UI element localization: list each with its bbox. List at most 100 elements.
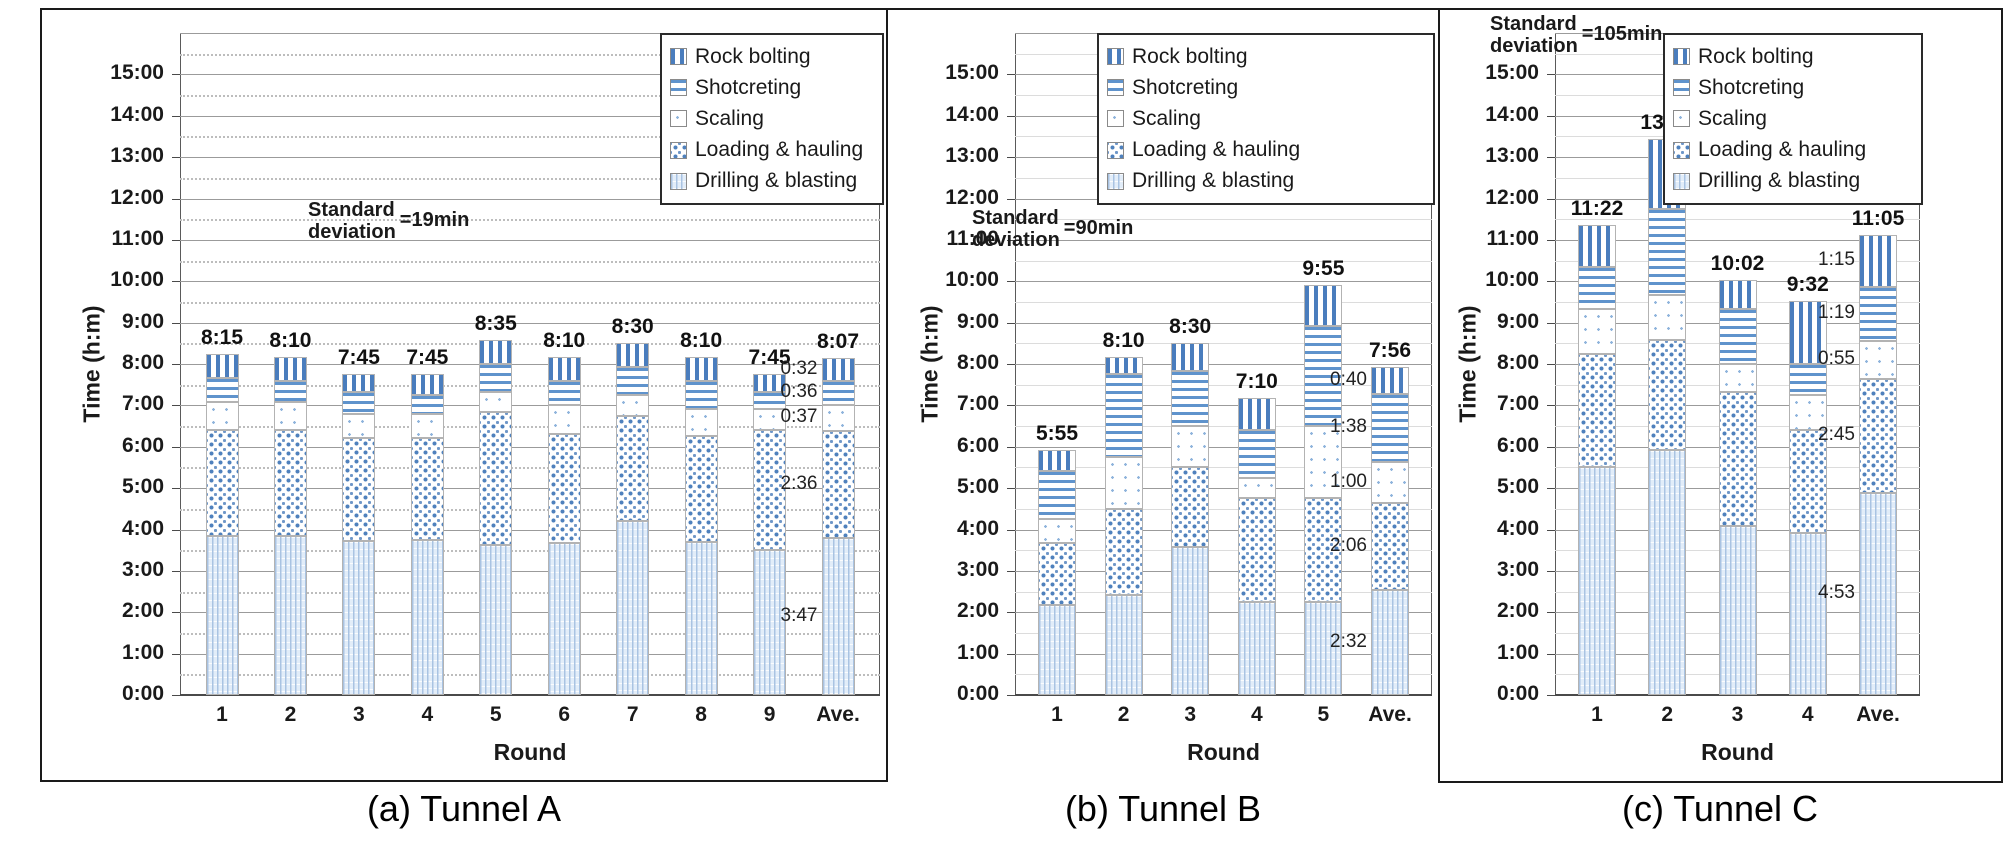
legend-item: Rock bolting xyxy=(1673,45,1913,69)
gridline-half xyxy=(180,591,880,594)
legend-item-label: Rock bolting xyxy=(695,44,811,68)
ave-segment-label: 2:36 xyxy=(780,472,818,494)
bar-segment-loading xyxy=(479,412,513,546)
y-tick-mark xyxy=(172,74,180,76)
legend-item-label: Shotcreting xyxy=(695,75,802,99)
bar-segment-loading xyxy=(616,415,650,522)
bar-total-label: 8:10 xyxy=(1102,329,1145,353)
bar-segment-loading xyxy=(684,436,718,542)
y-tick-label: 13:00 xyxy=(945,144,999,168)
y-tick-label: 11:00 xyxy=(111,226,164,250)
bar-segment-scaling xyxy=(1171,426,1210,468)
y-tick-mark xyxy=(172,446,180,448)
bar-segment-shotcrete xyxy=(1104,374,1143,458)
legend-item: Loading & hauling xyxy=(1673,138,1913,162)
gridline-hour xyxy=(180,488,880,490)
bar-segment-drilling xyxy=(1648,450,1687,695)
legend-item: Scaling xyxy=(670,107,874,131)
bar-segment-shotcrete xyxy=(1038,470,1076,520)
x-tick-label: 3 xyxy=(1184,703,1197,726)
legend-item-label: Drilling & blasting xyxy=(1132,169,1295,193)
gridline-half xyxy=(1015,301,1432,303)
bar-segment-shotcrete xyxy=(479,364,513,392)
gridline-hour xyxy=(1015,405,1432,407)
drilling-legend-swatch-icon xyxy=(1673,172,1690,190)
y-tick-mark xyxy=(172,281,180,283)
y-tick-mark xyxy=(1547,198,1555,200)
bar-segment-rock xyxy=(616,343,650,368)
x-tick-label: 3 xyxy=(353,703,365,726)
bar-segment-drilling xyxy=(205,536,239,695)
gridline-half xyxy=(180,508,880,511)
bar-segment-shotcrete xyxy=(753,391,787,409)
bar-segment-rock xyxy=(1788,300,1827,364)
bar-total-label: 5:55 xyxy=(1035,422,1079,446)
panel-c-bottom-border xyxy=(1438,781,2003,783)
y-tick-label: 14:00 xyxy=(110,102,164,126)
bar-segment-drilling xyxy=(1038,605,1076,695)
y-tick-label: 4:00 xyxy=(1496,516,1539,540)
y-tick-mark xyxy=(1547,405,1555,407)
gridline-hour xyxy=(1015,446,1432,448)
caption-tunnel-a: (a) Tunnel A xyxy=(366,788,562,829)
x-tick-label: 2 xyxy=(284,703,297,726)
legend-item-label: Rock bolting xyxy=(1698,44,1814,68)
y-tick-label: 8:00 xyxy=(956,351,999,374)
x-tick-label: 1 xyxy=(216,703,228,726)
y-tick-label: 9:00 xyxy=(956,309,999,333)
y-tick-label: 15:00 xyxy=(945,61,999,85)
panel-bc-divider xyxy=(1438,8,1440,783)
panel-a-frame xyxy=(40,8,888,782)
bar-segment-scaling xyxy=(1104,457,1143,509)
bar-segment-loading xyxy=(1718,391,1757,527)
bar-segment-loading xyxy=(1171,467,1210,547)
y-tick-label: 15:00 xyxy=(110,61,164,85)
y-tick-label: 1:00 xyxy=(956,640,999,664)
bar-segment-shotcrete xyxy=(547,381,581,406)
ave-segment-label: 2:32 xyxy=(1330,630,1367,652)
bar-segment-drilling xyxy=(273,536,307,695)
bar-segment-scaling xyxy=(273,401,307,430)
gridline-hour xyxy=(180,446,880,448)
ave-segment-label: 0:36 xyxy=(780,380,818,402)
x-axis-title: Round xyxy=(493,739,567,765)
y-tick-mark xyxy=(1007,653,1015,655)
bar-segment-scaling xyxy=(684,408,718,437)
gridline-half xyxy=(1015,343,1432,345)
bar-segment-drilling xyxy=(479,545,513,695)
legend-item: Loading & hauling xyxy=(670,138,874,162)
rock-legend-swatch-icon xyxy=(1673,48,1690,66)
bar-segment-loading xyxy=(1578,353,1616,468)
bar-segment-shotcrete xyxy=(273,381,307,402)
gridline-half xyxy=(1015,632,1432,634)
gridline-hour xyxy=(180,405,880,407)
bar-segment-rock xyxy=(1237,398,1276,430)
gridline-half xyxy=(1015,219,1432,221)
y-tick-mark xyxy=(1007,488,1015,490)
x-tick-label: 7 xyxy=(626,703,639,726)
y-tick-mark xyxy=(172,529,180,531)
y-tick-label: 13:00 xyxy=(110,144,164,168)
y-tick-mark xyxy=(1547,570,1555,572)
gridline-hour xyxy=(180,322,880,324)
bar-segment-rock xyxy=(1304,284,1343,327)
legend-box: Rock bolting Shotcreting Scaling Loading & … xyxy=(1097,33,1435,205)
y-tick-label: 14:00 xyxy=(1485,102,1539,126)
x-tick-label: 1 xyxy=(1051,703,1063,726)
legend-box: Rock bolting Shotcreting Scaling Loading & … xyxy=(1663,33,1923,205)
loading-legend-swatch-icon xyxy=(670,141,687,159)
y-tick-mark xyxy=(1547,488,1555,490)
bar-segment-rock xyxy=(410,374,444,396)
bar-total-label: 7:45 xyxy=(337,346,380,370)
rock-legend-swatch-icon xyxy=(670,48,687,66)
y-tick-label: 7:00 xyxy=(121,392,164,416)
bar-segment-rock xyxy=(547,357,581,382)
bar-segment-loading xyxy=(1859,379,1897,493)
bar-segment-scaling xyxy=(1648,295,1687,340)
bar-segment-rock xyxy=(1718,279,1757,309)
legend-item-label: Scaling xyxy=(1698,106,1767,130)
gridline-half xyxy=(180,301,880,304)
std-deviation-annotation: Standard deviation =105min xyxy=(1490,13,1662,57)
